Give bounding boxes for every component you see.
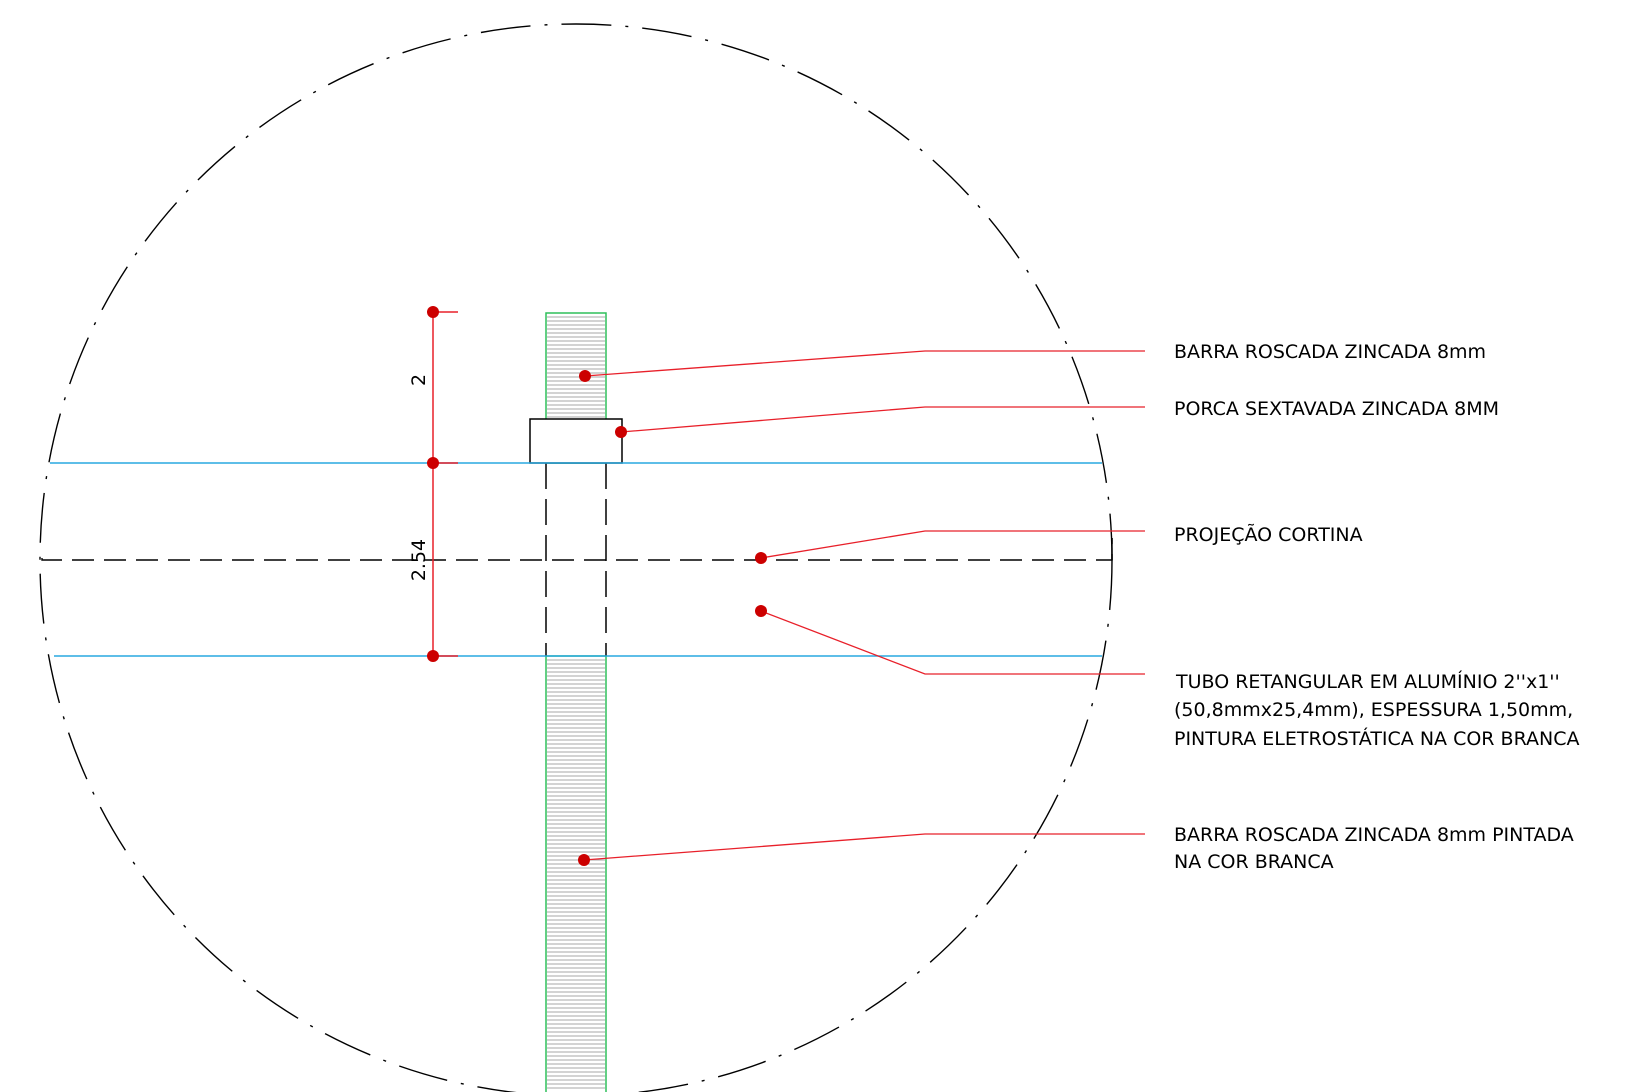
threaded-rod-lower (545, 655, 607, 1092)
label-tube-line1: TUBO RETANGULAR EM ALUMÍNIO 2''x1'' (1175, 670, 1560, 693)
dimension-point-mid (427, 457, 439, 469)
dimension-chain (427, 306, 458, 662)
label-curtain: PROJEÇÃO CORTINA (1174, 523, 1363, 546)
label-rod-bottom-line1: BARRA ROSCADA ZINCADA 8mm PINTADA (1174, 824, 1574, 846)
leader-curtain (755, 530, 1145, 564)
curtain-projection-line (41, 538, 1113, 561)
hex-nut (529, 418, 623, 464)
leader-rod-bottom (578, 833, 1145, 866)
label-rod-bottom-line2: NA COR BRANCA (1174, 851, 1334, 873)
dimension-lower: 2.54 (408, 539, 430, 581)
dimension-upper: 2 (408, 374, 430, 386)
label-tube-line3: PINTURA ELETROSTÁTICA NA COR BRANCA (1174, 727, 1580, 750)
leader-tube (755, 605, 1145, 675)
leader-rod-top (579, 350, 1145, 382)
label-rod-top: BARRA ROSCADA ZINCADA 8mm (1174, 341, 1486, 363)
leader-nut (615, 406, 1145, 438)
label-tube-line2: (50,8mmx25,4mm), ESPESSURA 1,50mm, (1174, 699, 1573, 721)
label-nut: PORCA SEXTAVADA ZINCADA 8MM (1174, 398, 1499, 420)
dimension-point-bottom (427, 650, 439, 662)
dimension-point-top (427, 306, 439, 318)
